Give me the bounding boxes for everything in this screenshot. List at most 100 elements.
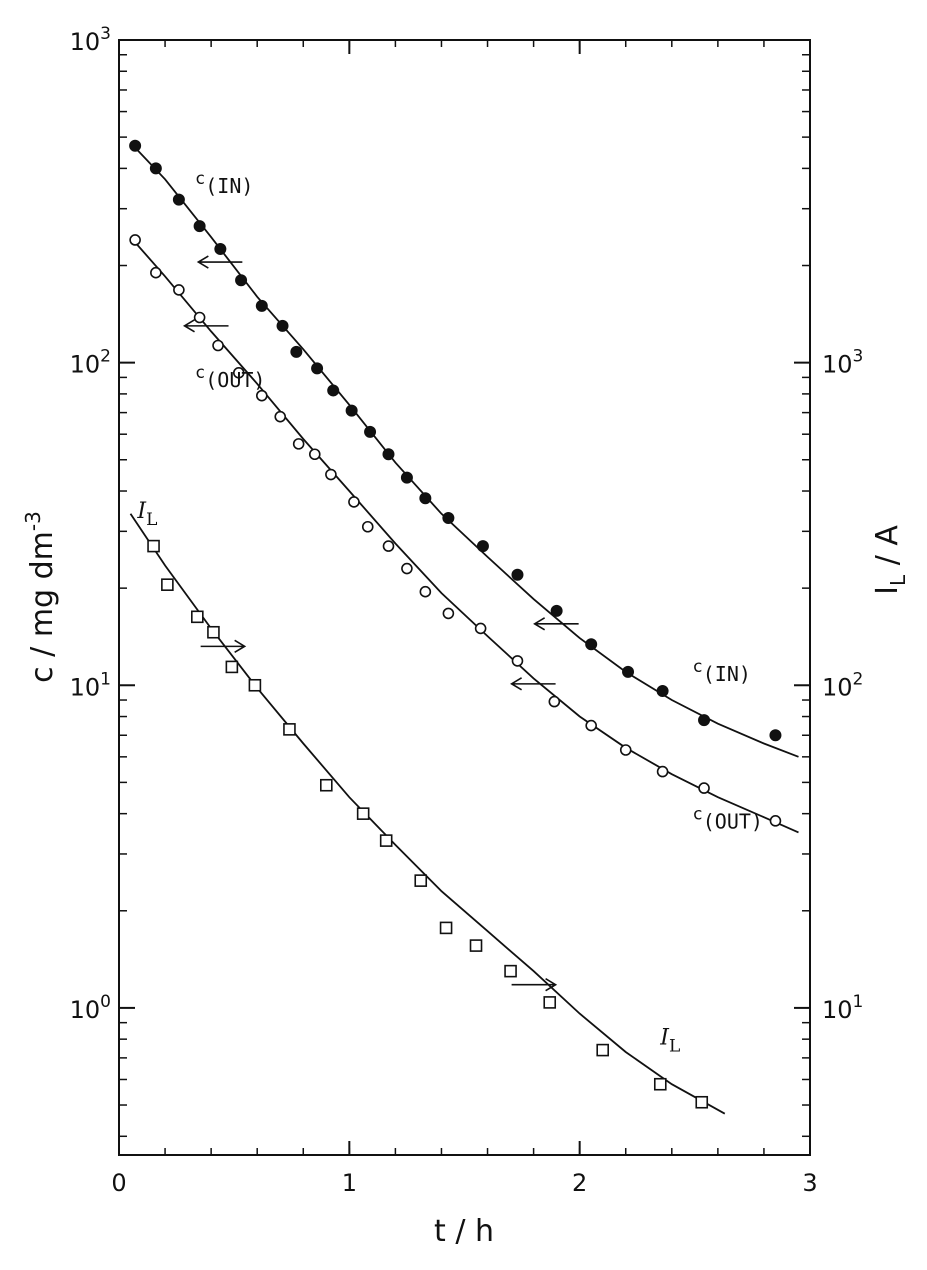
fitted-curves — [129, 142, 799, 1115]
filled-circle-point — [656, 684, 669, 697]
open-circle-point — [173, 284, 185, 296]
left-tick-label: 100 — [70, 992, 111, 1024]
x-tick-label: 2 — [572, 1169, 587, 1197]
open-square-point — [379, 834, 393, 847]
open-square-point — [469, 939, 483, 952]
right-arrow-icon — [511, 978, 558, 992]
open-circle-point — [212, 339, 224, 352]
right-axis-title-unit: / A — [870, 525, 905, 575]
filled-circle-point — [400, 471, 413, 484]
filled-circle-point — [698, 714, 711, 727]
series-label-sub: (OUT) — [703, 809, 763, 833]
right-tick-label: 103 — [822, 347, 863, 379]
open-square-point — [653, 1077, 667, 1091]
right-arrow-icon — [200, 639, 247, 654]
open-square-point — [161, 578, 174, 591]
open-circle-point — [274, 410, 287, 423]
series-label-main: c — [693, 804, 703, 824]
right-tick-label-exponent: 1 — [853, 992, 864, 1012]
open-square-point — [319, 778, 333, 792]
filled-circle-point — [419, 492, 432, 505]
open-circle-point — [193, 311, 206, 324]
fit-curve — [129, 142, 799, 758]
open-circle-point — [150, 266, 162, 279]
open-circle-point — [698, 782, 710, 794]
series-label: c(IN) — [195, 169, 253, 198]
x-axis-title: t / h — [434, 1214, 494, 1249]
open-circle-point — [292, 438, 305, 450]
filled-circle-point — [550, 604, 563, 617]
open-circle-point — [361, 520, 374, 533]
open-square-point — [356, 807, 370, 820]
filled-circle-point — [149, 162, 162, 175]
open-square-point — [695, 1095, 709, 1109]
left-tick-label: 101 — [70, 669, 111, 701]
filled-circle-point — [276, 319, 289, 332]
filled-circle-point — [129, 139, 142, 152]
series-label-main: c — [195, 169, 205, 189]
series-label-main: c — [693, 657, 703, 677]
filled-circle-point — [290, 345, 303, 358]
series-label-main: c — [195, 363, 205, 383]
series-label: c(IN) — [693, 657, 751, 686]
right-tick-label-base: 10 — [822, 351, 853, 379]
open-circle-point — [325, 468, 337, 481]
series-label-sub: L — [669, 1037, 680, 1057]
series-label-sub: (OUT) — [205, 368, 265, 392]
filled-circle-point — [442, 511, 455, 524]
open-circle-point — [474, 622, 487, 635]
series-label: c(OUT) — [195, 363, 265, 392]
open-square-point — [225, 660, 239, 674]
filled-circle-point — [622, 665, 635, 678]
filled-circle-point — [345, 404, 358, 417]
open-circle-point — [348, 496, 360, 508]
open-square-point — [543, 996, 557, 1009]
annotations: c(IN)c(OUT)ILc(IN)c(OUT)IL — [136, 169, 763, 1056]
data-markers — [129, 139, 782, 1109]
right-axis-title: IL / A — [870, 525, 910, 595]
series-label-sub: (IN) — [703, 662, 751, 686]
filled-circle-point — [769, 729, 782, 742]
right-tick-label-base: 10 — [822, 673, 853, 701]
open-circle-point — [548, 695, 561, 708]
left-axis-title: c / mg dm-3 — [21, 511, 60, 683]
open-square-point — [248, 678, 262, 692]
open-circle-point — [401, 562, 413, 575]
filled-circle-point — [172, 193, 185, 206]
right-tick-label: 102 — [822, 669, 863, 701]
left-tick-label-base: 10 — [70, 28, 101, 56]
open-circle-point — [129, 234, 141, 246]
left-tick-label-exponent: 2 — [100, 347, 111, 367]
filled-circle-point — [364, 425, 377, 438]
open-circle-point — [382, 540, 395, 552]
filled-circle-point — [255, 299, 268, 312]
left-tick-label: 102 — [70, 347, 111, 379]
series-label: IL — [659, 1026, 680, 1057]
fit-curve — [129, 513, 726, 1115]
left-tick-label: 103 — [70, 24, 111, 56]
left-axis-title-sup: -3 — [21, 511, 45, 531]
left-tick-label-base: 10 — [70, 351, 101, 379]
right-axis-title-sub: L — [886, 574, 910, 586]
right-tick-label-exponent: 2 — [853, 669, 864, 689]
open-circle-point — [511, 655, 524, 667]
x-tick-label: 1 — [342, 1169, 357, 1197]
series-label-main: I — [659, 1026, 670, 1051]
open-circle-point — [232, 367, 245, 379]
filled-circle-point — [311, 362, 324, 375]
open-circle-point — [256, 389, 268, 402]
left-arrow-icon — [196, 255, 243, 269]
open-square-point — [283, 723, 296, 736]
open-circle-point — [619, 744, 632, 756]
open-square-point — [596, 1043, 610, 1057]
open-circle-point — [656, 765, 669, 778]
series-label: IL — [136, 499, 157, 530]
filled-circle-point — [476, 540, 489, 553]
series-label-sub: (IN) — [205, 174, 253, 198]
right-tick-label-base: 10 — [822, 996, 853, 1024]
open-circle-point — [308, 448, 321, 461]
left-tick-label-exponent: 3 — [100, 24, 111, 44]
open-circle-point — [419, 585, 432, 598]
